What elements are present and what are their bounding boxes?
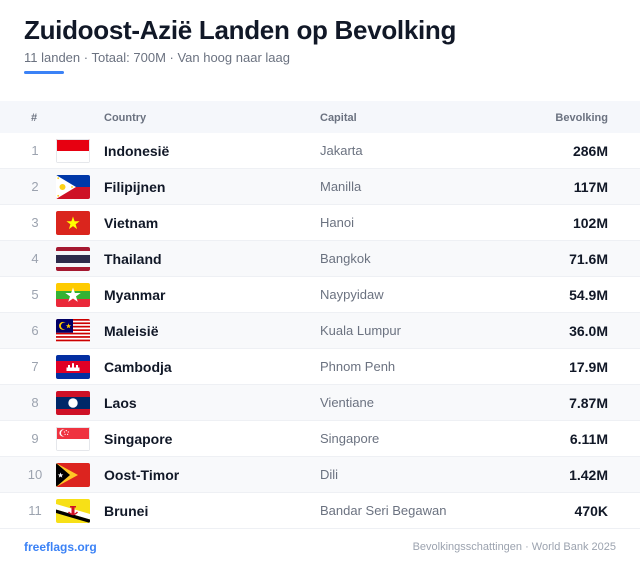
thailand-flag-icon — [56, 247, 90, 271]
capital-name: Singapore — [320, 431, 380, 446]
capital-name: Vientiane — [320, 395, 374, 410]
row-rank: 2 — [31, 179, 39, 194]
population-value: 102M — [572, 215, 608, 231]
capital-name: Bangkok — [320, 251, 371, 266]
country-name: Myanmar — [104, 287, 166, 303]
indonesia-flag-icon — [56, 139, 90, 163]
country-name: Filipijnen — [104, 179, 166, 195]
row-rank: 1 — [31, 143, 39, 158]
table-row: 10 Oost-Timor Dili 1.42M — [0, 457, 640, 493]
brunei-flag-icon — [56, 499, 90, 523]
row-rank: 9 — [31, 431, 39, 446]
singapore-flag-icon — [56, 427, 90, 451]
population-value: 470K — [574, 503, 608, 519]
population-value: 71.6M — [569, 251, 608, 267]
population-value: 17.9M — [569, 359, 608, 375]
country-name: Singapore — [104, 431, 173, 447]
country-name: Laos — [104, 395, 137, 411]
population-value: 6.11M — [569, 431, 608, 447]
population-value: 1.42M — [569, 467, 608, 483]
population-value: 117M — [573, 179, 608, 195]
country-name: Indonesië — [104, 143, 170, 159]
table-row: 6 Maleisië Kuala Lumpur 36.0M — [0, 313, 640, 349]
table-row: 11 Brunei Bandar Seri Begawan 470K — [0, 493, 640, 529]
page-subtitle: 11 landen · Totaal: 700M · Van hoog naar… — [24, 50, 290, 65]
row-rank: 5 — [31, 287, 39, 302]
table-row: 8 Laos Vientiane 7.87M — [0, 385, 640, 421]
vietnam-flag-icon — [56, 211, 90, 235]
capital-name: Naypyidaw — [320, 287, 384, 302]
page-header: Zuidoost-Azië Landen op Bevolking 11 lan… — [24, 14, 624, 74]
row-rank: 11 — [28, 503, 42, 518]
row-rank: 7 — [31, 359, 39, 374]
myanmar-flag-icon — [56, 283, 90, 307]
column-header-country: Country — [104, 112, 147, 124]
table-header: # Country Capital Bevolking — [0, 101, 640, 133]
table-row: 1 Indonesië Jakarta 286M — [0, 133, 640, 169]
title-accent-bar — [24, 71, 64, 74]
capital-name: Dili — [320, 467, 339, 482]
population-value: 36.0M — [569, 323, 608, 339]
row-rank: 6 — [31, 323, 39, 338]
capital-name: Jakarta — [320, 143, 363, 158]
site-link[interactable]: freeflags.org — [24, 540, 97, 554]
row-rank: 4 — [31, 251, 39, 266]
population-value: 54.9M — [569, 287, 608, 303]
capital-name: Bandar Seri Begawan — [320, 503, 447, 518]
capital-name: Manilla — [320, 179, 362, 194]
philippines-flag-icon — [56, 175, 90, 199]
malaysia-flag-icon — [56, 319, 90, 343]
capital-name: Phnom Penh — [320, 359, 396, 374]
cambodia-flag-icon — [56, 355, 90, 379]
table-row: 9 Singapore Singapore 6.11M — [0, 421, 640, 457]
page-footer: freeflags.org Bevolkingsschattingen · Wo… — [0, 540, 640, 560]
population-value: 286M — [572, 143, 608, 159]
country-name: Cambodja — [104, 359, 172, 375]
column-header-population: Bevolking — [555, 112, 608, 124]
capital-name: Kuala Lumpur — [320, 323, 401, 338]
country-name: Thailand — [104, 251, 162, 267]
column-header-capital: Capital — [320, 112, 357, 124]
country-name: Maleisië — [104, 323, 159, 339]
source-note: Bevolkingsschattingen · World Bank 2025 — [412, 541, 616, 553]
country-name: Oost-Timor — [104, 467, 180, 483]
country-name: Brunei — [104, 503, 149, 519]
table-row: 5 Myanmar Naypyidaw 54.9M — [0, 277, 640, 313]
country-name: Vietnam — [104, 215, 159, 231]
row-rank: 3 — [31, 215, 39, 230]
column-header-rank: # — [31, 112, 38, 124]
row-rank: 8 — [31, 395, 39, 410]
table-row: 2 Filipijnen Manilla 117M — [0, 169, 640, 205]
countries-table: # Country Capital Bevolking 1 Indonesië … — [0, 101, 640, 529]
table-row: 7 Cambodja Phnom Penh 17.9M — [0, 349, 640, 385]
east-timor-flag-icon — [56, 463, 90, 487]
population-value: 7.87M — [569, 395, 608, 411]
row-rank: 10 — [27, 467, 43, 482]
capital-name: Hanoi — [320, 215, 354, 230]
table-row: 4 Thailand Bangkok 71.6M — [0, 241, 640, 277]
laos-flag-icon — [56, 391, 90, 415]
table-row: 3 Vietnam Hanoi 102M — [0, 205, 640, 241]
page-title: Zuidoost-Azië Landen op Bevolking — [24, 15, 457, 45]
